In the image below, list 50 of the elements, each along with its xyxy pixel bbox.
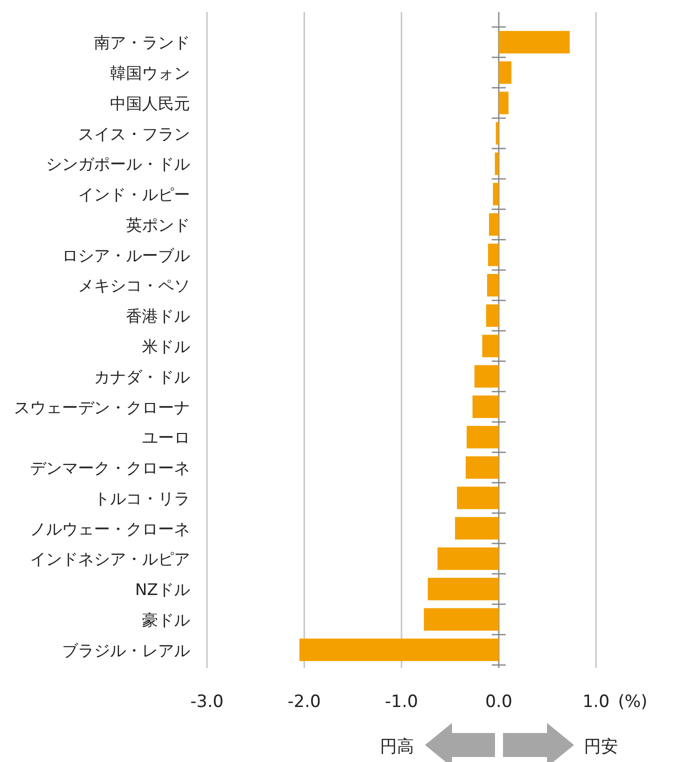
y-tick-label: 中国人民元 — [110, 94, 190, 113]
bar — [472, 396, 499, 418]
y-tick-label: シンガポール・ドル — [46, 154, 190, 174]
y-tick-label: スウェーデン・クローナ — [14, 398, 190, 417]
bar — [487, 274, 499, 296]
y-tick-label: トルコ・リラ — [94, 488, 190, 508]
text: 円安 — [584, 737, 618, 757]
x-tick-label: 0.0 — [485, 692, 512, 712]
y-tick-label: メキシコ・ペソ — [78, 276, 190, 296]
bar — [428, 578, 499, 600]
bar — [466, 456, 499, 479]
bar — [482, 334, 499, 358]
bar — [492, 182, 499, 206]
bar — [494, 152, 499, 175]
bar — [299, 638, 499, 662]
y-tick-label: 香港ドル — [126, 306, 190, 326]
bar — [498, 92, 508, 114]
y-tick-label: ユーロ — [142, 428, 190, 448]
y-tick-label: 英ポンド — [126, 215, 190, 234]
bar — [488, 244, 499, 266]
y-tick-label: ブラジル・レアル — [62, 640, 190, 660]
x-axis-title: (%) — [618, 692, 648, 712]
y-tick-label: スイス・フラン — [78, 124, 190, 144]
x-tick-label: -1.0 — [384, 692, 418, 712]
bar — [437, 547, 499, 570]
y-tick-label: インドネシア・ルピア — [30, 550, 190, 569]
y-tick-label: デンマーク・クローネ — [30, 458, 190, 478]
y-tick-label: 豪ドル — [142, 610, 190, 630]
bar — [496, 122, 499, 145]
y-tick-label: ロシア・ルーブル — [62, 246, 190, 265]
bar — [424, 608, 499, 631]
bar — [498, 61, 512, 84]
x-tick-label: 1.0 — [582, 692, 610, 712]
y-tick-label: ノルウェー・クローネ — [30, 519, 190, 538]
x-tick-label: -2.0 — [288, 692, 321, 712]
bar — [474, 365, 499, 388]
y-tick-label: 米ドル — [142, 337, 190, 356]
bar — [456, 486, 499, 510]
bar — [489, 213, 499, 236]
y-tick-label: インド・ルピー — [78, 185, 190, 204]
bar — [486, 304, 499, 327]
x-tick-label: -3.0 — [190, 692, 224, 712]
bar — [498, 30, 570, 54]
bar — [454, 517, 499, 540]
y-tick-label: 韓国ウォン — [110, 64, 190, 83]
bar — [466, 426, 499, 448]
y-tick-label: NZドル — [135, 580, 190, 600]
y-tick-label: カナダ・ドル — [94, 367, 190, 386]
y-tick-label: 南ア・ランド — [94, 33, 190, 52]
text: 円高 — [380, 737, 414, 757]
